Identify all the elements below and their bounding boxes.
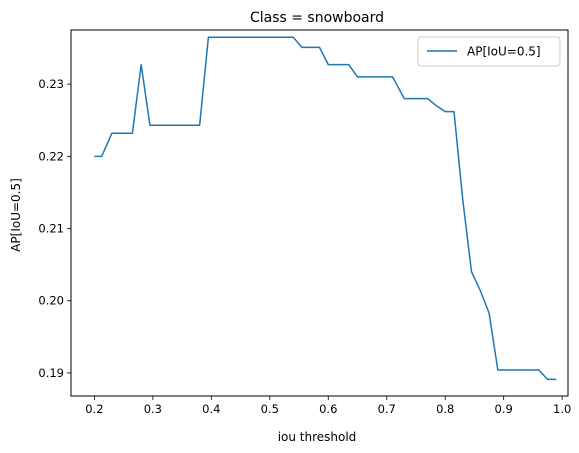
- y-axis-label: AP[IoU=0.5]: [9, 178, 23, 252]
- x-tick-label: 0.2: [85, 402, 103, 416]
- legend: AP[IoU=0.5]: [417, 36, 561, 67]
- x-tick-label: 0.9: [495, 402, 513, 416]
- y-tick-label: 0.19: [38, 366, 64, 380]
- y-tick-label: 0.20: [38, 294, 64, 308]
- y-tick-label: 0.22: [38, 149, 64, 163]
- legend-box: [417, 36, 561, 67]
- y-tick-label: 0.21: [38, 222, 64, 236]
- x-tick-label: 0.5: [261, 402, 279, 416]
- x-axis-label: iou threshold: [278, 430, 357, 444]
- plot-area: [94, 36, 557, 381]
- y-axis-ticks: 0.19 0.20 0.21 0.22 0.23: [38, 77, 71, 380]
- chart-title: Class = snowboard: [250, 10, 384, 26]
- x-tick-label: 0.3: [144, 402, 162, 416]
- x-tick-label: 0.6: [319, 402, 337, 416]
- y-tick-label: 0.23: [38, 77, 64, 91]
- x-tick-label: 1.0: [553, 402, 571, 416]
- plot-frame: [70, 29, 569, 397]
- x-axis-ticks: 0.2 0.3 0.4 0.5 0.6 0.7 0.8 0.9 1.0: [85, 396, 571, 416]
- x-tick-label: 0.4: [202, 402, 220, 416]
- series-line: [94, 36, 557, 381]
- x-tick-label: 0.8: [436, 402, 454, 416]
- legend-label: AP[IoU=0.5]: [467, 45, 541, 59]
- x-tick-label: 0.7: [378, 402, 396, 416]
